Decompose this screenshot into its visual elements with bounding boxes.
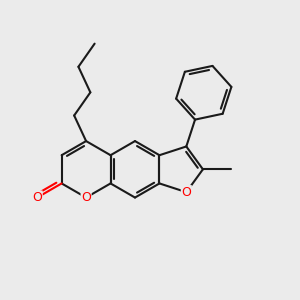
Text: O: O: [32, 191, 42, 204]
Text: O: O: [81, 191, 91, 204]
Text: O: O: [182, 186, 191, 199]
